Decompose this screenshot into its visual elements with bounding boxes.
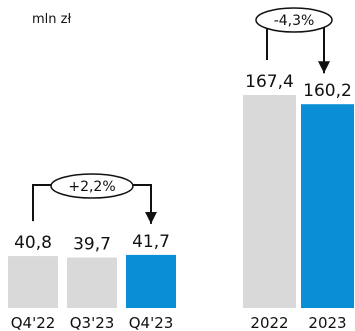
change-label: -4,3% — [274, 13, 315, 29]
value-label: 39,7 — [73, 235, 111, 255]
category-label: Q4'22 — [11, 314, 56, 331]
value-label: 160,2 — [303, 81, 352, 101]
bar-2022 — [243, 95, 296, 308]
category-label: 2022 — [250, 314, 288, 331]
bar-Q3'23 — [67, 257, 117, 308]
value-label: 41,7 — [132, 232, 170, 252]
bar-Q4'22 — [8, 256, 58, 308]
bar-2023 — [301, 104, 354, 308]
category-label: Q4'23 — [129, 314, 174, 331]
change-label: +2,2% — [68, 179, 115, 195]
bar-Q4'23 — [126, 254, 176, 308]
value-label: 167,4 — [245, 72, 294, 92]
category-label: Q3'23 — [70, 314, 115, 331]
value-label: 40,8 — [14, 233, 52, 253]
change-badge — [50, 173, 134, 199]
unit-label: mln zł — [32, 12, 71, 27]
bars-layer: 40,8 Q4'22 39,7 Q3'23 41,7 Q4'23 +2,2% 167,4 202… — [8, 7, 354, 331]
change-badge — [255, 7, 333, 33]
category-label: 2023 — [308, 314, 346, 331]
